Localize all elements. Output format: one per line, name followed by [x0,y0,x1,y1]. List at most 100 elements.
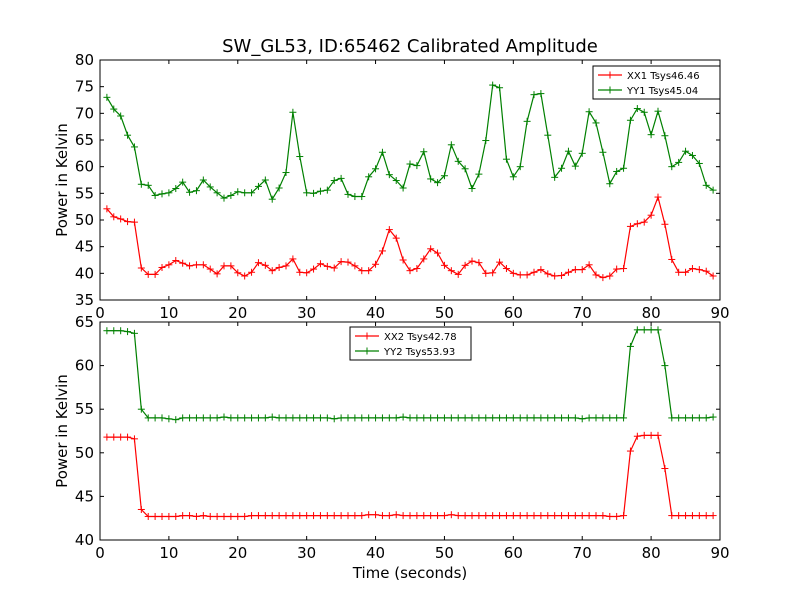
data-point [654,193,662,201]
data-point [640,218,648,226]
data-point [640,326,648,334]
y-tick-label: 60 [75,158,94,176]
data-point [516,163,524,171]
data-point [117,215,125,223]
data-point [613,265,621,273]
y-tick-label: 40 [75,264,94,282]
data-point [537,266,545,274]
data-point [454,270,462,278]
data-point [606,512,614,520]
data-point [661,132,669,140]
y-tick-label: 80 [75,51,94,69]
data-point [378,414,386,422]
data-point [130,329,138,337]
data-point [289,414,297,422]
data-point [303,512,311,520]
data-point [606,180,614,188]
data-point [585,261,593,269]
data-point [537,90,545,98]
data-point [551,512,559,520]
data-point [585,512,593,520]
data-point [323,414,331,422]
data-point [475,170,483,178]
data-point [234,269,242,277]
x-tick-label: 60 [504,304,523,322]
data-point [186,262,194,270]
data-point [551,173,559,181]
data-point [296,268,304,276]
data-point [213,189,221,197]
x-tick-label: 20 [228,304,247,322]
data-point [385,226,393,234]
data-point [392,414,400,422]
data-point [151,414,159,422]
data-point [530,268,538,276]
data-point [199,512,207,520]
data-point [323,262,331,270]
data-point [261,414,269,422]
chart-title: SW_GL53, ID:65462 Calibrated Amplitude [222,36,598,57]
data-point [454,414,462,422]
data-point [158,414,166,422]
data-point [537,414,545,422]
data-point [509,512,517,520]
data-point [192,512,200,520]
data-point [103,433,111,441]
data-point [275,414,283,422]
y-tick-label: 45 [75,238,94,256]
data-point [130,435,138,443]
data-point [530,414,538,422]
data-point [585,108,593,116]
data-point [578,266,586,274]
data-point [496,258,504,266]
data-point [709,512,717,520]
data-point [620,512,628,520]
data-point [571,512,579,520]
legend: XX1 Tsys46.46 YY1 Tsys45.04 [592,65,721,100]
data-point [682,147,690,155]
data-point [406,512,414,520]
data-point [248,189,256,197]
x-tick-label: 20 [228,544,247,562]
data-point [399,256,407,264]
data-point [661,220,669,228]
data-point [688,151,696,159]
data-point [220,413,228,421]
data-point [241,189,249,197]
data-point [675,268,683,276]
data-point [468,257,476,265]
data-point [640,431,648,439]
y-tick-label: 65 [75,313,94,331]
data-point [585,414,593,422]
data-point [647,131,655,139]
data-point [475,259,483,267]
data-point [213,270,221,278]
data-point [530,512,538,520]
data-point [144,512,152,520]
y-tick-label: 50 [75,211,94,229]
data-point [420,148,428,156]
legend-label: XX2 Tsys42.78 [384,332,457,343]
data-point [392,511,400,519]
data-point [303,269,311,277]
data-point [688,414,696,422]
data-point [640,108,648,116]
data-point [358,512,366,520]
data-point [103,93,111,101]
data-point [372,165,380,173]
data-point [275,512,283,520]
data-point [454,512,462,520]
data-point [668,163,676,171]
data-point [351,414,359,422]
y-tick-label: 35 [75,291,94,309]
data-point [475,414,483,422]
data-point [564,414,572,422]
data-point [420,414,428,422]
data-point [564,147,572,155]
plot-frame [99,321,721,541]
data-point [626,342,634,350]
data-point [186,414,194,422]
data-point [268,267,276,275]
data-point [475,512,483,520]
data-point [227,414,235,422]
